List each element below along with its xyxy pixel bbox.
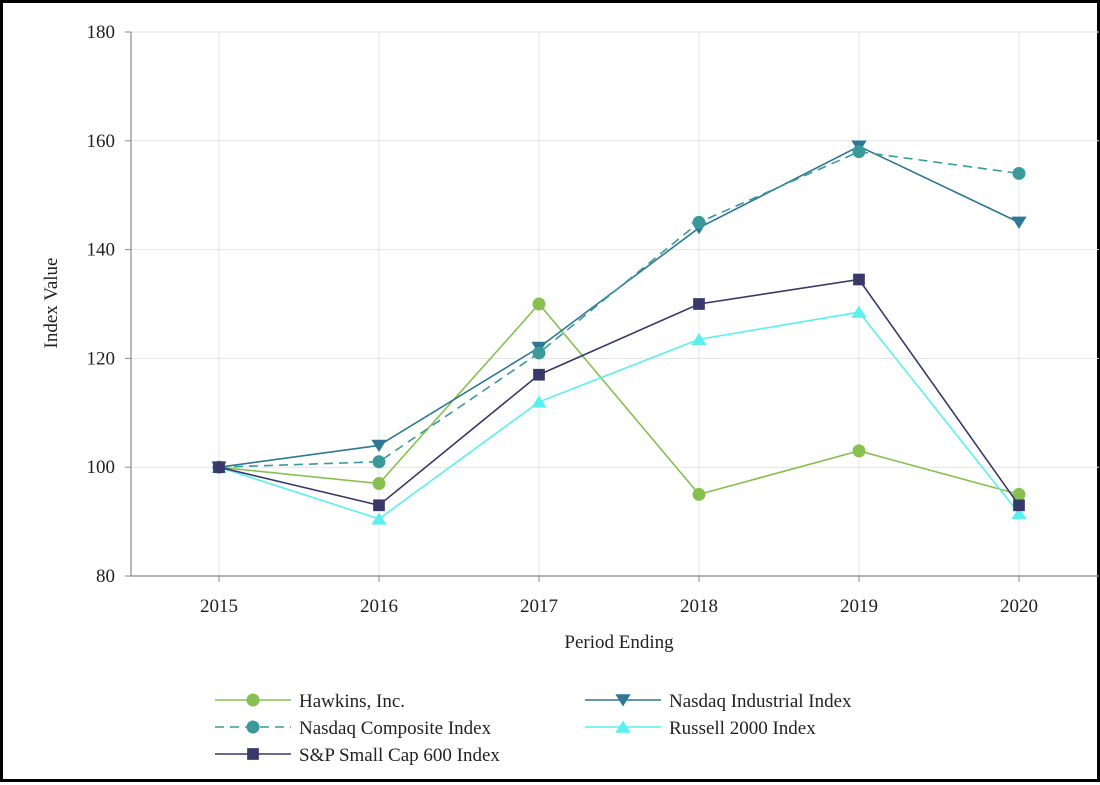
- legend-label: Hawkins, Inc.: [299, 691, 405, 712]
- data-point: [373, 499, 385, 512]
- y-tick-label: 120: [87, 348, 116, 369]
- data-point: [852, 444, 866, 458]
- data-point: [371, 512, 387, 525]
- data-point: [372, 477, 386, 490]
- data-point: [1011, 506, 1027, 520]
- data-point: [532, 297, 546, 311]
- y-axis-label: Index Value: [41, 258, 62, 349]
- y-tick-label: 140: [87, 240, 116, 261]
- data-point: [692, 487, 706, 501]
- data-point: [693, 298, 705, 310]
- series-0: [212, 297, 1026, 501]
- series-2: [212, 145, 1026, 474]
- data-point: [1012, 487, 1026, 501]
- series-layer: [211, 140, 1027, 525]
- series-line: [218, 150, 1020, 468]
- data-point: [853, 273, 865, 286]
- legend: Hawkins, Inc. Nasdaq Industrial Index Nasd…: [215, 691, 852, 766]
- legend-label: Nasdaq Composite Index: [299, 718, 492, 739]
- gridlines: [131, 31, 1099, 577]
- data-point: [692, 215, 706, 229]
- legend-marker: [615, 720, 631, 733]
- data-point: [691, 332, 707, 346]
- legend-item: Russell 2000 Index: [585, 718, 816, 739]
- data-point: [1013, 499, 1025, 512]
- series-4: [213, 273, 1025, 512]
- legend-item: S&P Small Cap 600 Index: [215, 745, 500, 766]
- y-tick-label: 100: [87, 457, 116, 478]
- legend-item: Nasdaq Industrial Index: [585, 691, 852, 712]
- x-tick-label: 2020: [1000, 596, 1038, 617]
- y-tick-label: 160: [87, 131, 116, 152]
- data-point: [851, 305, 867, 318]
- data-point: [371, 439, 387, 452]
- series-line: [218, 302, 1020, 496]
- axes: [130, 32, 1099, 577]
- data-point: [1011, 216, 1027, 229]
- x-tick-label: 2015: [200, 596, 238, 617]
- legend-item: Nasdaq Composite Index: [215, 718, 492, 739]
- y-tick-label: 180: [87, 22, 116, 43]
- legend-marker: [247, 748, 259, 760]
- legend-marker: [246, 720, 260, 734]
- x-tick-label: 2019: [840, 596, 878, 617]
- data-point: [213, 461, 225, 474]
- y-tick-label: 80: [96, 566, 115, 587]
- data-point: [852, 145, 866, 159]
- x-axis-label: Period Ending: [564, 632, 674, 653]
- y-tick-labels: 80 100 120 140 160 180: [87, 22, 131, 587]
- x-tick-label: 2016: [360, 596, 398, 617]
- series-line: [218, 145, 1020, 468]
- series-line: [218, 278, 1020, 507]
- data-point: [1012, 166, 1026, 180]
- data-point: [532, 346, 546, 360]
- x-tick-labels: 2015 2016 2017 2018 2019 2020: [200, 576, 1038, 617]
- series-1: [211, 140, 1027, 474]
- legend-marker: [246, 693, 260, 707]
- x-tick-label: 2017: [520, 596, 558, 617]
- x-tick-label: 2018: [680, 596, 718, 617]
- legend-label: Nasdaq Industrial Index: [669, 691, 852, 712]
- legend-marker: [615, 694, 631, 707]
- legend-item: Hawkins, Inc.: [215, 691, 405, 712]
- data-point: [531, 395, 547, 408]
- legend-label: Russell 2000 Index: [669, 718, 816, 739]
- series-line: [218, 311, 1020, 520]
- data-point: [372, 455, 386, 469]
- data-point: [533, 368, 545, 381]
- legend-label: S&P Small Cap 600 Index: [299, 745, 500, 766]
